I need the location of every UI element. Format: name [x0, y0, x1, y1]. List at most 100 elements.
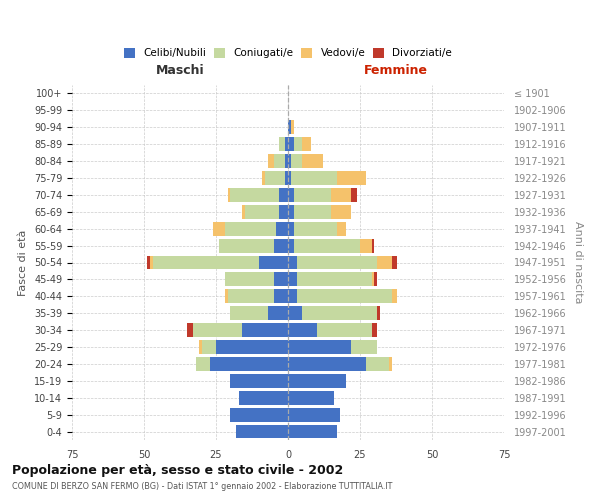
- Bar: [288, 120, 291, 134]
- Text: Maschi: Maschi: [155, 64, 205, 76]
- Bar: [202, 340, 216, 354]
- Bar: [227, 188, 230, 202]
- Bar: [288, 154, 291, 168]
- Bar: [268, 306, 288, 320]
- Bar: [337, 171, 366, 185]
- Bar: [288, 272, 296, 286]
- Bar: [294, 205, 331, 218]
- Bar: [317, 323, 371, 337]
- Bar: [291, 154, 302, 168]
- Bar: [230, 374, 288, 388]
- Bar: [302, 306, 377, 320]
- Bar: [288, 306, 302, 320]
- Bar: [288, 238, 294, 252]
- Y-axis label: Fasce di età: Fasce di età: [19, 230, 28, 296]
- Bar: [152, 256, 259, 270]
- Bar: [294, 222, 337, 235]
- Bar: [224, 222, 277, 235]
- Bar: [274, 154, 285, 168]
- Bar: [288, 357, 366, 371]
- Bar: [216, 340, 288, 354]
- Bar: [294, 137, 302, 151]
- Bar: [288, 222, 294, 235]
- Bar: [196, 357, 210, 371]
- Bar: [288, 137, 294, 151]
- Bar: [377, 256, 392, 270]
- Bar: [291, 171, 337, 185]
- Bar: [187, 323, 193, 337]
- Bar: [242, 205, 245, 218]
- Bar: [288, 340, 352, 354]
- Y-axis label: Anni di nascita: Anni di nascita: [573, 221, 583, 304]
- Bar: [227, 290, 274, 303]
- Bar: [274, 290, 288, 303]
- Bar: [285, 171, 288, 185]
- Bar: [280, 188, 288, 202]
- Bar: [193, 323, 242, 337]
- Bar: [236, 424, 288, 438]
- Bar: [213, 222, 224, 235]
- Bar: [288, 391, 334, 404]
- Text: COMUNE DI BERZO SAN FERMO (BG) - Dati ISTAT 1° gennaio 2002 - Elaborazione TUTTI: COMUNE DI BERZO SAN FERMO (BG) - Dati IS…: [12, 482, 392, 491]
- Bar: [280, 205, 288, 218]
- Bar: [288, 256, 296, 270]
- Bar: [296, 256, 377, 270]
- Bar: [377, 306, 380, 320]
- Bar: [239, 391, 288, 404]
- Bar: [288, 188, 294, 202]
- Bar: [294, 188, 331, 202]
- Bar: [352, 340, 377, 354]
- Bar: [360, 238, 371, 252]
- Bar: [366, 357, 389, 371]
- Bar: [288, 424, 337, 438]
- Bar: [288, 408, 340, 422]
- Bar: [285, 154, 288, 168]
- Bar: [352, 188, 357, 202]
- Bar: [288, 290, 296, 303]
- Bar: [331, 188, 352, 202]
- Bar: [265, 171, 285, 185]
- Bar: [224, 272, 274, 286]
- Bar: [296, 290, 392, 303]
- Bar: [331, 205, 352, 218]
- Bar: [210, 357, 288, 371]
- Bar: [296, 272, 371, 286]
- Bar: [224, 290, 227, 303]
- Bar: [302, 154, 323, 168]
- Bar: [288, 323, 317, 337]
- Bar: [259, 256, 288, 270]
- Bar: [245, 205, 280, 218]
- Bar: [371, 323, 377, 337]
- Bar: [337, 222, 346, 235]
- Bar: [242, 323, 288, 337]
- Legend: Celibi/Nubili, Coniugati/e, Vedovi/e, Divorziati/e: Celibi/Nubili, Coniugati/e, Vedovi/e, Di…: [119, 44, 457, 62]
- Bar: [371, 238, 374, 252]
- Bar: [294, 238, 360, 252]
- Bar: [302, 137, 311, 151]
- Bar: [230, 306, 268, 320]
- Bar: [230, 408, 288, 422]
- Bar: [285, 137, 288, 151]
- Bar: [274, 238, 288, 252]
- Bar: [230, 188, 280, 202]
- Bar: [277, 222, 288, 235]
- Bar: [374, 272, 377, 286]
- Bar: [389, 357, 392, 371]
- Bar: [199, 340, 202, 354]
- Bar: [288, 205, 294, 218]
- Bar: [268, 154, 274, 168]
- Bar: [288, 171, 291, 185]
- Bar: [392, 290, 397, 303]
- Bar: [291, 120, 294, 134]
- Bar: [280, 137, 285, 151]
- Text: Popolazione per età, sesso e stato civile - 2002: Popolazione per età, sesso e stato civil…: [12, 464, 343, 477]
- Text: Femmine: Femmine: [364, 64, 428, 76]
- Bar: [371, 272, 374, 286]
- Bar: [262, 171, 265, 185]
- Bar: [150, 256, 152, 270]
- Bar: [392, 256, 397, 270]
- Bar: [147, 256, 150, 270]
- Bar: [288, 374, 346, 388]
- Bar: [219, 238, 274, 252]
- Bar: [274, 272, 288, 286]
